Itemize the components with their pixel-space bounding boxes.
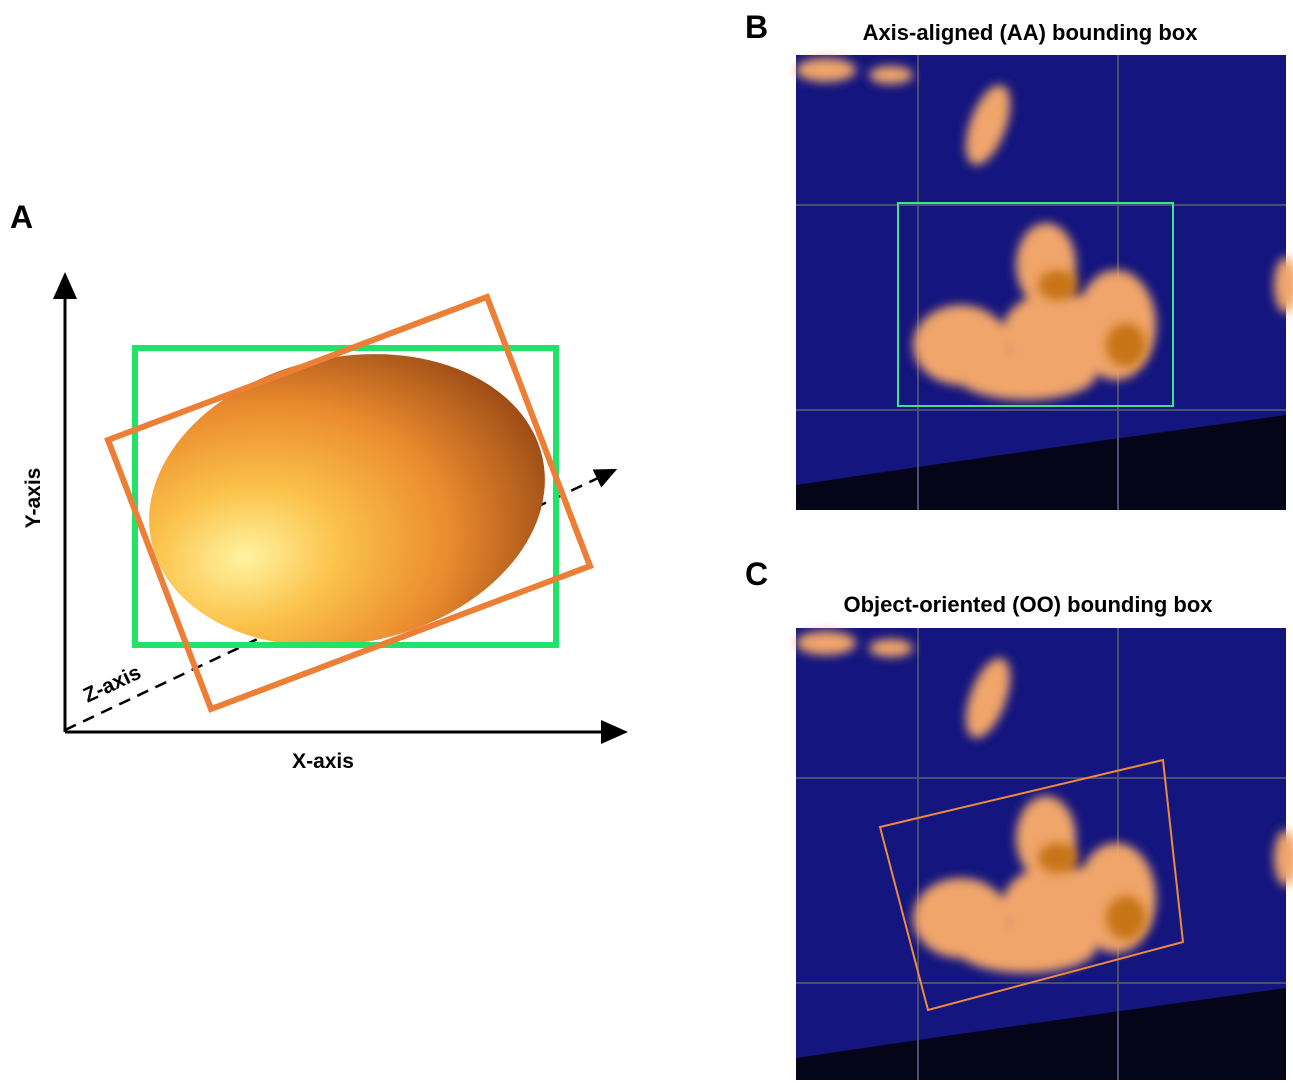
figure: A Y-axis X-axis Z-axis B Axis-aligned (A… bbox=[0, 0, 1293, 1080]
z-axis-label: Z-axis bbox=[80, 661, 145, 707]
micrograph bbox=[796, 55, 1293, 510]
panel-label: A bbox=[10, 199, 33, 235]
micrograph bbox=[796, 628, 1293, 1080]
x-axis-label: X-axis bbox=[292, 750, 354, 773]
panel-title: Object-oriented (OO) bounding box bbox=[843, 592, 1213, 617]
panel-label: B bbox=[745, 9, 768, 45]
y-axis-label: Y-axis bbox=[22, 468, 45, 529]
panel-title: Axis-aligned (AA) bounding box bbox=[863, 20, 1199, 45]
panel-label: C bbox=[745, 556, 768, 592]
ellipsoid bbox=[122, 319, 573, 682]
